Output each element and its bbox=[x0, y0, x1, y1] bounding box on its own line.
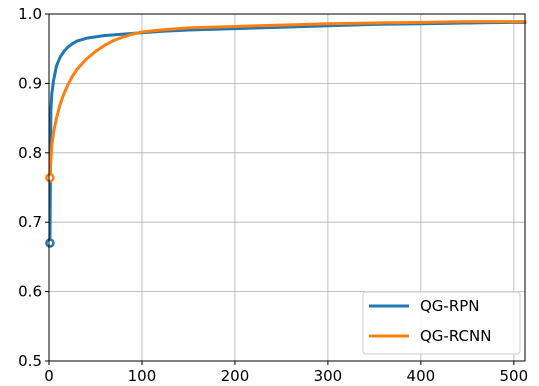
start-marker-qg-rpn bbox=[45, 238, 55, 248]
y-tick-label: 0.6 bbox=[18, 283, 42, 301]
series-lines bbox=[48, 20, 527, 245]
x-tick-label: 300 bbox=[314, 367, 343, 385]
x-tick-label: 200 bbox=[221, 367, 250, 385]
y-tick-label: 0.5 bbox=[18, 352, 42, 370]
series-start-markers bbox=[45, 173, 55, 248]
x-tick-label: 100 bbox=[128, 367, 157, 385]
series-line-qg-rcnn bbox=[48, 20, 527, 180]
legend-label-qg-rpn: QG-RPN bbox=[420, 297, 480, 315]
y-tick-label: 0.9 bbox=[18, 74, 42, 92]
y-axis: 0.5 0.6 0.7 0.8 0.9 1.0 bbox=[18, 5, 49, 370]
x-axis: 0 100 200 300 400 500 bbox=[44, 361, 528, 385]
y-tick-label: 1.0 bbox=[18, 5, 42, 23]
x-tick-label: 500 bbox=[500, 367, 529, 385]
grid-lines bbox=[48, 13, 525, 362]
x-tick-label: 0 bbox=[44, 367, 54, 385]
y-tick-label: 0.7 bbox=[18, 213, 42, 231]
legend: QG-RPN QG-RCNN bbox=[362, 291, 521, 355]
series-line-qg-rpn bbox=[48, 20, 527, 245]
y-tick-label: 0.8 bbox=[18, 144, 42, 162]
plot-frame bbox=[48, 13, 526, 362]
start-marker-qg-rcnn bbox=[45, 173, 55, 183]
x-tick-label: 400 bbox=[407, 367, 436, 385]
legend-label-qg-rcnn: QG-RCNN bbox=[420, 327, 491, 345]
